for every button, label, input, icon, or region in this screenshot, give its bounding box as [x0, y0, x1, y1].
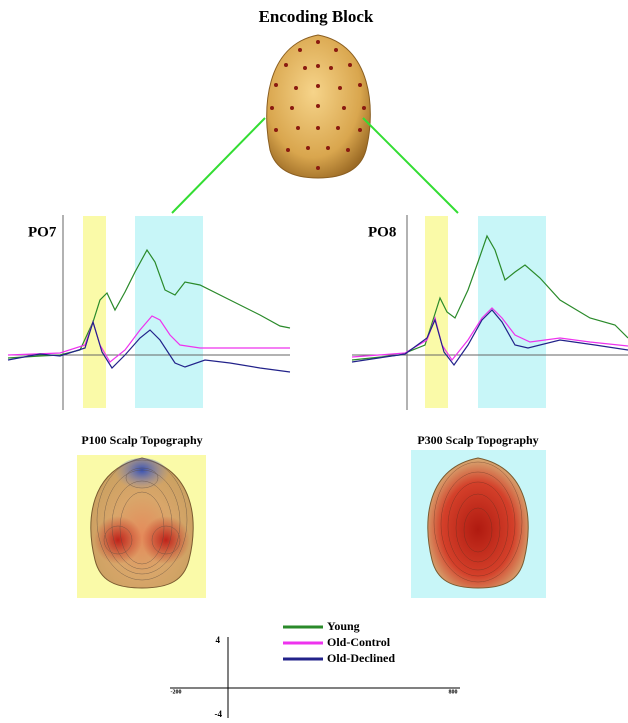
channel-label: PO7 — [28, 224, 57, 240]
scale-label: -200 — [171, 689, 182, 695]
waveform-plot: PO7 — [7, 215, 291, 410]
legend: Young Old-Control Old-Declined — [283, 619, 395, 665]
head-model — [266, 34, 371, 179]
scale-label: 4 — [216, 635, 221, 645]
p100-window — [425, 216, 448, 408]
waveform-old-declined — [351, 309, 628, 367]
connector — [362, 117, 459, 214]
topography-p100 — [90, 457, 194, 589]
p100-window — [83, 216, 106, 408]
topography-title: P300 Scalp Topography — [417, 433, 538, 447]
waveform-plot: PO8 — [351, 215, 628, 410]
p300-window — [135, 216, 203, 408]
legend-label: Young — [327, 619, 360, 633]
legend-label: Old-Declined — [327, 651, 395, 665]
waveform-young — [351, 234, 628, 361]
topography-p300 — [427, 457, 529, 589]
title: Encoding Block — [259, 7, 374, 26]
legend-label: Old-Control — [327, 635, 391, 649]
scale-bar: 4 -4 -200 800 — [170, 635, 460, 719]
connector — [171, 117, 266, 214]
scale-label: -4 — [215, 709, 223, 719]
channel-label: PO8 — [368, 224, 396, 240]
waveform-old-declined — [7, 319, 291, 373]
scale-label: 800 — [449, 689, 458, 695]
topography-title: P100 Scalp Topography — [81, 433, 202, 447]
